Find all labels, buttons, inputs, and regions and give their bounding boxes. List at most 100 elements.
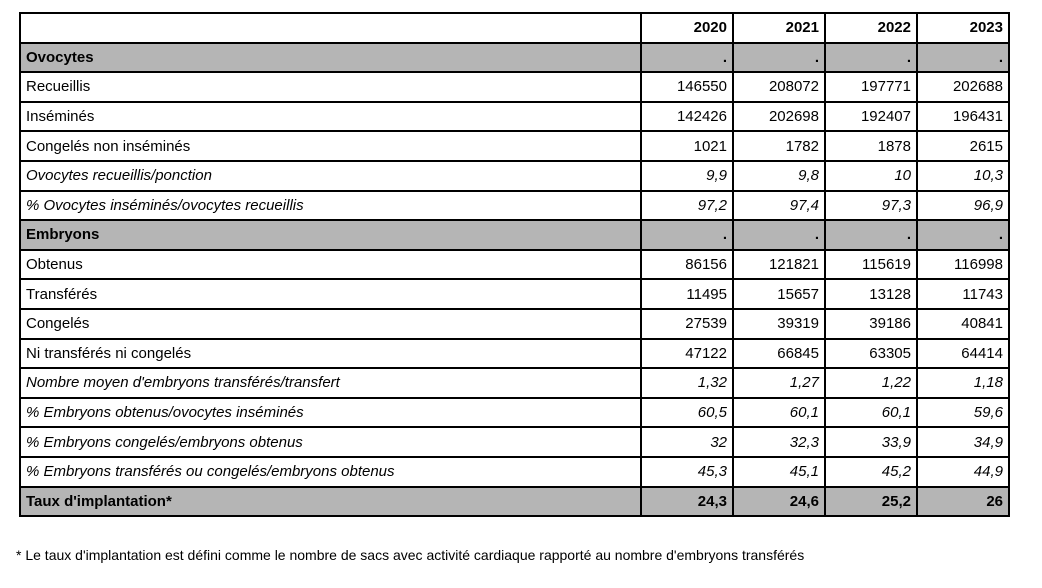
row-label: Recueillis <box>19 71 642 103</box>
value-cell: . <box>732 41 826 74</box>
row-label: % Embryons transférés ou congelés/embryo… <box>19 455 642 488</box>
value-cell: 97,2 <box>640 189 734 222</box>
value-cell: 1021 <box>640 130 734 162</box>
table-row: Obtenus 86156 121821 115619 116998 <box>19 248 1010 281</box>
value-cell: 142426 <box>640 100 734 133</box>
value-cell: 25,2 <box>824 485 918 518</box>
table-row: % Ovocytes inséminés/ovocytes recueillis… <box>19 189 1010 222</box>
value-cell: . <box>640 219 734 251</box>
value-cell: 40841 <box>916 307 1010 340</box>
value-cell: 47122 <box>640 337 734 370</box>
value-cell: 115619 <box>824 248 918 281</box>
row-label: Inséminés <box>19 100 642 133</box>
value-cell: 15657 <box>732 278 826 310</box>
value-cell: 60,1 <box>732 396 826 429</box>
row-label: Transférés <box>19 278 642 310</box>
value-cell: 97,3 <box>824 189 918 222</box>
value-cell: 9,8 <box>732 159 826 192</box>
value-cell: 24,6 <box>732 485 826 518</box>
row-label: Congelés non inséminés <box>19 130 642 162</box>
table-row: % Embryons obtenus/ovocytes inséminés 60,… <box>19 396 1010 429</box>
table-row: Embryons.... <box>19 219 1010 251</box>
value-cell: 24,3 <box>640 485 734 518</box>
row-label: Congelés <box>19 307 642 340</box>
value-cell: 39319 <box>732 307 826 340</box>
table-row: Congelés non inséminés 1021 1782 1878 2615 <box>19 130 1010 162</box>
value-cell: . <box>824 41 918 74</box>
value-cell: . <box>916 219 1010 251</box>
value-cell: 60,1 <box>824 396 918 429</box>
row-label: Ovocytes recueillis/ponction <box>19 159 642 192</box>
value-cell: 202698 <box>732 100 826 133</box>
value-cell: 96,9 <box>916 189 1010 222</box>
data-table: 2020 2021 2022 2023 Ovocytes.... Recueillis 1… <box>19 12 1010 518</box>
value-cell: 45,2 <box>824 455 918 488</box>
table-row: Transférés 11495 15657 13128 11743 <box>19 278 1010 310</box>
table-row: Ovocytes recueillis/ponction 9,9 9,8 10 10,3 <box>19 159 1010 192</box>
value-cell: 32 <box>640 426 734 458</box>
header-year-cell: 2021 <box>732 12 826 44</box>
header-row: 2020 2021 2022 2023 <box>19 12 1010 44</box>
value-cell: 202688 <box>916 71 1010 103</box>
value-cell: 27539 <box>640 307 734 340</box>
value-cell: 10 <box>824 159 918 192</box>
value-cell: 121821 <box>732 248 826 281</box>
value-cell: 9,9 <box>640 159 734 192</box>
value-cell: 1878 <box>824 130 918 162</box>
value-cell: 10,3 <box>916 159 1010 192</box>
value-cell: 11495 <box>640 278 734 310</box>
value-cell: 2615 <box>916 130 1010 162</box>
value-cell: 26 <box>916 485 1010 518</box>
value-cell: 34,9 <box>916 426 1010 458</box>
value-cell: 60,5 <box>640 396 734 429</box>
value-cell: 33,9 <box>824 426 918 458</box>
value-cell: 1,22 <box>824 367 918 399</box>
row-label: Taux d'implantation* <box>19 485 642 518</box>
value-cell: 39186 <box>824 307 918 340</box>
value-cell: 13128 <box>824 278 918 310</box>
table-body: Ovocytes.... Recueillis 146550 208072 197771… <box>19 41 1010 518</box>
value-cell: 44,9 <box>916 455 1010 488</box>
value-cell: 192407 <box>824 100 918 133</box>
value-cell: 208072 <box>732 71 826 103</box>
value-cell: . <box>732 219 826 251</box>
table-row: Ni transférés ni congelés 47122 66845 63305… <box>19 337 1010 370</box>
row-label: % Ovocytes inséminés/ovocytes recueillis <box>19 189 642 222</box>
value-cell: 45,3 <box>640 455 734 488</box>
row-label: Embryons <box>19 219 642 251</box>
row-label: % Embryons congelés/embryons obtenus <box>19 426 642 458</box>
table-row: Taux d'implantation* 24,3 24,6 25,2 26 <box>19 485 1010 518</box>
value-cell: 11743 <box>916 278 1010 310</box>
row-label: Ovocytes <box>19 41 642 74</box>
row-label: Obtenus <box>19 248 642 281</box>
value-cell: . <box>824 219 918 251</box>
value-cell: 1,27 <box>732 367 826 399</box>
row-label: Ni transférés ni congelés <box>19 337 642 370</box>
row-label: Nombre moyen d'embryons transférés/trans… <box>19 367 642 399</box>
header-empty-cell <box>19 12 642 44</box>
value-cell: 1,32 <box>640 367 734 399</box>
value-cell: 97,4 <box>732 189 826 222</box>
implantation-rate-footnote: * Le taux d'implantation est défini comm… <box>16 547 805 563</box>
statistics-table-container: 2020 2021 2022 2023 Ovocytes.... Recueillis 1… <box>19 12 1010 518</box>
value-cell: 59,6 <box>916 396 1010 429</box>
value-cell: 1,18 <box>916 367 1010 399</box>
value-cell: 1782 <box>732 130 826 162</box>
value-cell: 197771 <box>824 71 918 103</box>
table-row: % Embryons transférés ou congelés/embryo… <box>19 455 1010 488</box>
table-header: 2020 2021 2022 2023 <box>19 12 1010 44</box>
value-cell: . <box>916 41 1010 74</box>
value-cell: 196431 <box>916 100 1010 133</box>
table-row: Congelés 27539 39319 39186 40841 <box>19 307 1010 340</box>
header-year-cell: 2023 <box>916 12 1010 44</box>
value-cell: . <box>640 41 734 74</box>
value-cell: 146550 <box>640 71 734 103</box>
value-cell: 63305 <box>824 337 918 370</box>
table-row: Ovocytes.... <box>19 41 1010 74</box>
header-year-cell: 2020 <box>640 12 734 44</box>
table-row: Recueillis 146550 208072 197771 202688 <box>19 71 1010 103</box>
value-cell: 66845 <box>732 337 826 370</box>
value-cell: 64414 <box>916 337 1010 370</box>
table-row: % Embryons congelés/embryons obtenus 32 32… <box>19 426 1010 458</box>
header-year-cell: 2022 <box>824 12 918 44</box>
